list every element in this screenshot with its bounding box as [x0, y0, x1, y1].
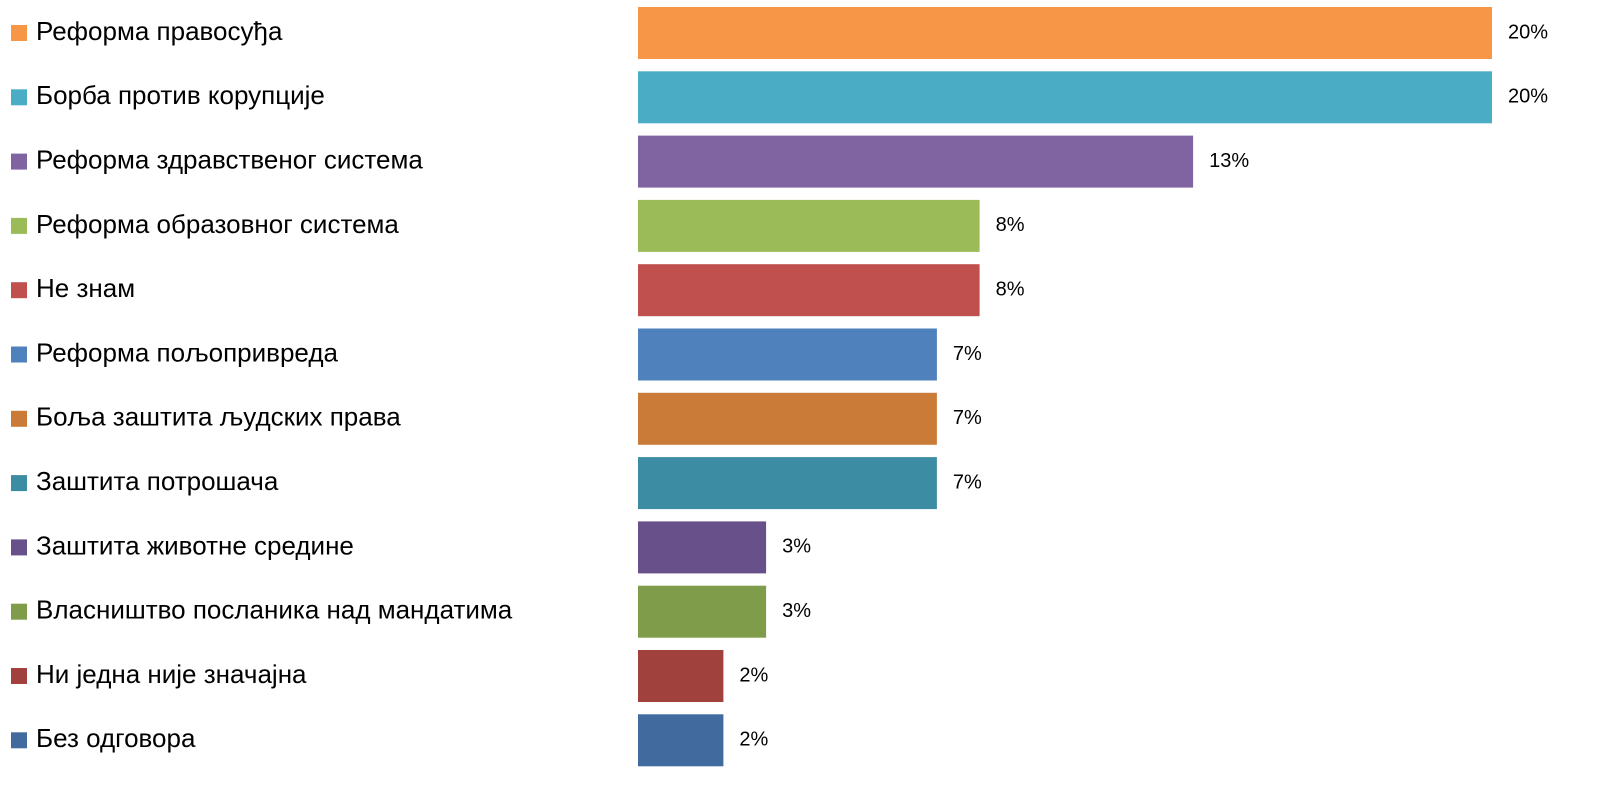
- legend-label: Заштита животне средине: [36, 530, 354, 560]
- bar: [638, 392, 937, 445]
- legend-swatch: [11, 410, 27, 427]
- legend-label: Реформа здравственог система: [36, 144, 423, 174]
- legend-swatch: [11, 25, 27, 41]
- value-label: 20%: [1508, 86, 1548, 108]
- bar: [638, 585, 767, 638]
- bar: [638, 264, 980, 317]
- legend-swatch: [11, 732, 27, 749]
- legend-swatch: [11, 282, 27, 299]
- legend-swatch: [11, 539, 27, 556]
- bar: [638, 71, 1492, 124]
- bar: [638, 457, 937, 510]
- bar: [638, 199, 980, 252]
- bar: [638, 521, 767, 574]
- legend-label: Власништво посланика над мандатима: [36, 595, 513, 625]
- bar: [638, 650, 724, 702]
- legend-label: Не знам: [36, 273, 135, 303]
- legend-swatch: [11, 346, 27, 363]
- value-label: 8%: [996, 214, 1025, 236]
- legend-swatch: [11, 603, 27, 620]
- value-label: 7%: [953, 471, 982, 493]
- bar: [638, 328, 937, 381]
- bar: [638, 714, 724, 767]
- legend-label: Боља заштита људских права: [36, 402, 401, 432]
- value-label: 7%: [953, 343, 982, 365]
- value-label: 2%: [739, 729, 768, 751]
- bar: [638, 7, 1492, 59]
- legend-swatch: [11, 475, 27, 492]
- legend-swatch: [11, 89, 27, 106]
- bar: [638, 135, 1194, 188]
- legend-label: Заштита потрошача: [36, 466, 279, 496]
- value-label: 8%: [996, 278, 1025, 300]
- legend-swatch: [11, 668, 27, 684]
- value-label: 13%: [1209, 150, 1249, 172]
- legend-swatch: [11, 153, 27, 170]
- legend-label: Ни једна није значајна: [36, 659, 307, 689]
- value-label: 2%: [739, 664, 768, 686]
- legend-swatch: [11, 217, 27, 234]
- legend-label: Реформа пољопривреда: [36, 337, 338, 367]
- legend-label: Реформа образовног система: [36, 209, 399, 239]
- value-label: 3%: [782, 536, 811, 558]
- value-label: 3%: [782, 600, 811, 622]
- value-label: 7%: [953, 407, 982, 429]
- value-label: 20%: [1508, 21, 1548, 43]
- legend-label: Борба против корупције: [36, 80, 325, 110]
- legend-label: Реформа правосуђа: [36, 16, 283, 46]
- legend-label: Без одговора: [36, 723, 196, 753]
